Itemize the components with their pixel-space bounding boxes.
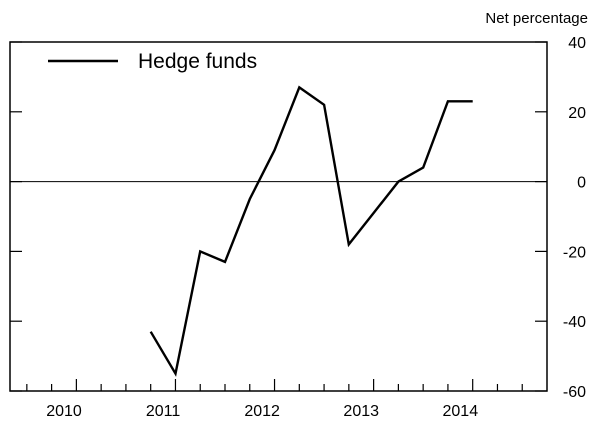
x-axis-ticks [26,379,523,391]
series-layer [149,85,473,377]
y-axis-tick-labels: 40 20 0 -20 -40 -60 [563,35,586,401]
x-tick-label: 2013 [343,403,379,420]
y-tick-label: -60 [563,384,586,401]
x-tick-label: 2011 [146,403,181,420]
y-axis-ticks [10,41,547,392]
plot-border [9,41,548,392]
legend-label-hedge-funds: Hedge funds [138,50,257,73]
series-line-hedge-funds [149,85,473,377]
x-tick-label: 2012 [244,403,280,420]
plot-frame [9,41,548,392]
x-axis-tick-labels: 2010 2011 2012 2013 2014 [46,403,478,420]
x-tick-label: 2010 [46,403,82,420]
x-tick-label: 2014 [443,403,479,420]
y-tick-label: -20 [563,244,586,261]
y-tick-label: 0 [577,175,586,192]
y-tick-label: 20 [568,105,586,122]
y-axis-unit-label: Net percentage [485,10,588,27]
y-tick-label: -40 [563,314,586,331]
y-tick-label: 40 [568,35,586,52]
legend: Hedge funds [48,50,257,73]
